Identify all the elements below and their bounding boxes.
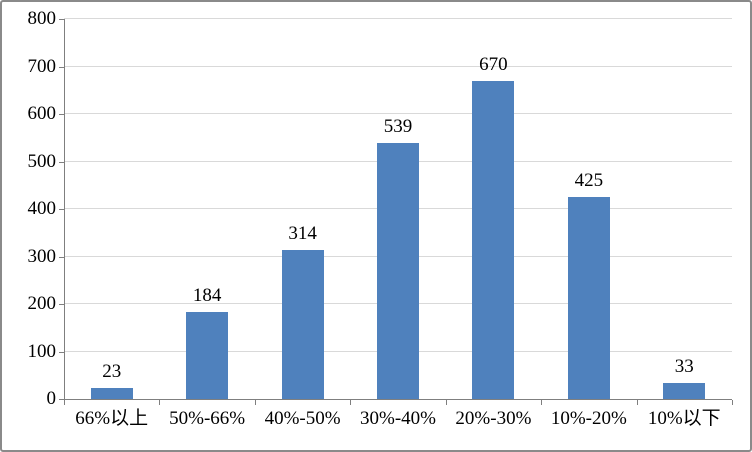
- y-tick-mark: [59, 114, 64, 115]
- gridline: [64, 65, 732, 67]
- x-category-label: 50%-66%: [169, 408, 246, 429]
- y-tick-label: 200: [27, 293, 57, 314]
- gridline: [64, 18, 732, 19]
- y-tick-mark: [59, 66, 64, 68]
- x-tick-mark: [541, 400, 543, 405]
- y-tick-mark: [59, 304, 64, 305]
- bar-10%以下: [663, 383, 706, 399]
- bar-30%-40%: [377, 142, 419, 399]
- x-category-label: 20%-30%: [455, 408, 532, 429]
- x-tick-mark: [732, 400, 733, 405]
- plot-area: [64, 18, 732, 399]
- x-category-label: 10%-20%: [550, 408, 627, 429]
- x-tick-mark: [254, 400, 256, 405]
- bar-value-label: 33: [674, 356, 694, 378]
- y-tick-label: 600: [27, 103, 57, 124]
- y-tick-label: 100: [27, 340, 57, 362]
- bar-10%-20%: [567, 197, 610, 399]
- y-tick-label: 400: [27, 198, 57, 219]
- y-tick-label: 300: [27, 245, 57, 267]
- y-tick-label: 0: [46, 388, 57, 409]
- bar-66%以上: [90, 388, 133, 399]
- y-tick-label: 500: [27, 150, 57, 172]
- bar-20%-30%: [472, 80, 515, 399]
- y-tick-mark: [59, 209, 64, 210]
- bar-value-label: 184: [192, 284, 222, 306]
- bar-value-label: 539: [383, 115, 413, 137]
- bar-value-label: 23: [102, 361, 122, 383]
- x-tick-mark: [350, 400, 352, 405]
- x-tick-mark: [64, 400, 65, 405]
- y-tick-mark: [59, 161, 64, 163]
- x-category-label: 40%-50%: [264, 408, 341, 429]
- x-category-label: 10%以下: [647, 408, 721, 429]
- bar-value-label: 314: [288, 222, 317, 244]
- bar-value-label: 670: [479, 53, 508, 75]
- y-tick-mark: [59, 256, 64, 258]
- y-tick-mark: [59, 399, 64, 400]
- x-axis: [64, 399, 732, 400]
- x-tick-mark: [636, 400, 638, 405]
- bar-40%-50%: [281, 249, 324, 399]
- y-tick-label: 700: [27, 55, 57, 77]
- x-tick-mark: [159, 400, 161, 405]
- y-tick-mark: [59, 19, 64, 20]
- gridline: [64, 113, 732, 114]
- bar-50%-66%: [186, 311, 229, 399]
- y-axis: [64, 19, 65, 399]
- x-category-label: 66%以上: [75, 408, 149, 429]
- y-tick-label: 800: [27, 8, 57, 29]
- x-category-label: 30%-40%: [360, 408, 436, 429]
- y-tick-mark: [59, 351, 64, 353]
- bar-value-label: 425: [574, 170, 604, 192]
- x-tick-mark: [445, 400, 447, 405]
